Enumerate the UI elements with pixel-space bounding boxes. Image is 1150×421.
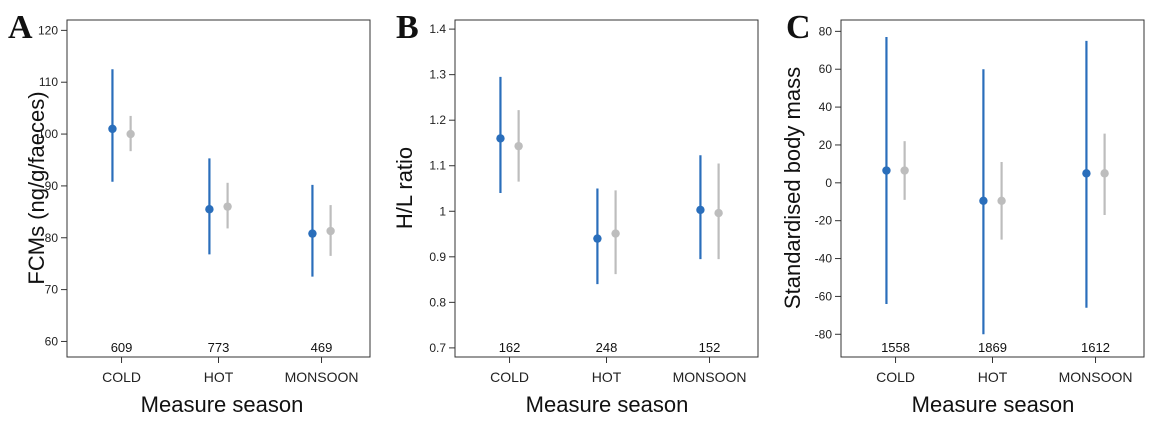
data-point-series-1 xyxy=(308,229,317,238)
y-tick-label: 0.7 xyxy=(429,341,446,355)
y-tick-label: 100 xyxy=(38,127,58,141)
y-tick-label: 1.3 xyxy=(429,68,446,82)
data-point-series-2 xyxy=(514,141,523,151)
y-tick-label: 1.4 xyxy=(429,22,446,36)
x-tick-label: MONSOON xyxy=(1059,369,1133,385)
data-point-series-2 xyxy=(611,229,620,238)
x-tick-label: MONSOON xyxy=(673,369,747,385)
y-tick-label: 60 xyxy=(45,334,59,348)
sample-size-label: 773 xyxy=(208,340,230,355)
y-tick-label: 0.9 xyxy=(429,250,446,264)
x-tick-label: COLD xyxy=(876,369,915,385)
y-tick-label: 80 xyxy=(819,24,833,38)
sample-size-label: 469 xyxy=(311,340,333,355)
data-point-series-2 xyxy=(326,226,335,236)
x-tick-label: HOT xyxy=(204,369,234,385)
y-tick-label: 70 xyxy=(45,283,59,297)
panel-c: C Standardised body mass Measure season … xyxy=(780,9,1145,417)
x-tick-label: HOT xyxy=(978,369,1008,385)
sample-size-label: 248 xyxy=(596,340,618,355)
y-tick-label: 1.1 xyxy=(429,159,446,173)
y-axis-title-a: FCMs (ng/g/faeces) xyxy=(24,91,49,284)
y-tick-label: -40 xyxy=(815,252,833,266)
y-tick-label: 60 xyxy=(819,62,833,76)
x-tick-label: COLD xyxy=(102,369,141,385)
y-tick-label: 40 xyxy=(819,100,833,114)
data-point-series-1 xyxy=(882,166,891,175)
sample-size-label: 162 xyxy=(499,340,521,355)
data-point-series-1 xyxy=(496,134,505,143)
sample-size-label: 1558 xyxy=(881,340,910,355)
x-tick-label: MONSOON xyxy=(285,369,359,385)
data-point-series-2 xyxy=(126,129,135,139)
x-axis-title-a: Measure season xyxy=(141,392,304,417)
y-tick-label: 90 xyxy=(45,179,59,193)
panel-label-a: A xyxy=(8,9,33,46)
data-point-series-2 xyxy=(714,208,723,218)
data-point-series-1 xyxy=(593,234,602,243)
data-point-series-2 xyxy=(997,196,1006,206)
y-tick-label: 110 xyxy=(39,75,58,89)
y-tick-label: 0 xyxy=(825,176,832,190)
y-tick-label: -80 xyxy=(815,327,833,341)
y-tick-label: -20 xyxy=(815,214,833,228)
panel-label-c: C xyxy=(786,9,811,46)
data-point-series-1 xyxy=(1082,169,1091,178)
x-axis-title-b: Measure season xyxy=(526,392,689,417)
data-point-series-2 xyxy=(900,166,909,175)
data-point-series-1 xyxy=(696,205,705,215)
y-tick-label: -60 xyxy=(815,289,833,303)
data-point-series-1 xyxy=(108,124,117,134)
data-point-series-1 xyxy=(979,196,988,206)
panel-label-b: B xyxy=(396,9,419,46)
sample-size-label: 152 xyxy=(699,340,721,355)
y-tick-label: 20 xyxy=(819,138,833,152)
y-tick-label: 0.8 xyxy=(429,295,446,309)
y-tick-label: 1 xyxy=(439,204,446,218)
data-point-series-2 xyxy=(223,202,232,211)
data-point-series-2 xyxy=(1100,169,1109,178)
sample-size-label: 1612 xyxy=(1081,340,1110,355)
sample-size-label: 609 xyxy=(111,340,133,355)
y-tick-label: 80 xyxy=(45,231,59,245)
y-tick-label: 1.2 xyxy=(429,113,446,127)
data-point-series-1 xyxy=(205,205,214,214)
panel-a: A FCMs (ng/g/faeces) Measure season 60 70… xyxy=(8,9,371,417)
x-tick-label: HOT xyxy=(592,369,622,385)
y-tick-label: 120 xyxy=(38,23,58,37)
panel-b: B H/L ratio Measure season 0.7 0.8 0.9 1 1.1… xyxy=(392,9,759,417)
x-tick-label: COLD xyxy=(490,369,529,385)
x-axis-title-c: Measure season xyxy=(912,392,1075,417)
y-axis-title-c: Standardised body mass xyxy=(780,67,805,309)
sample-size-label: 1869 xyxy=(978,340,1007,355)
y-axis-title-b: H/L ratio xyxy=(392,147,417,229)
